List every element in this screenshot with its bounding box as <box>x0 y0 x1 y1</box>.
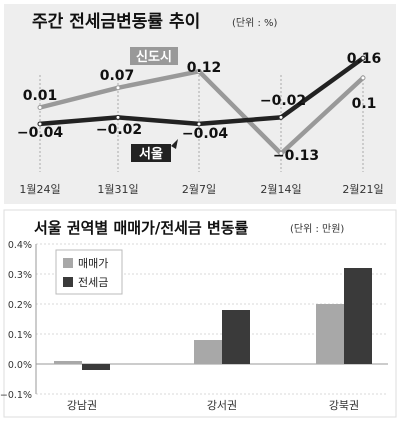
bar-chart-title: 서울 권역별 매매가/전세금 변동률 <box>34 219 249 237</box>
value-label: −0.04 <box>182 126 229 142</box>
legend-swatch <box>63 258 73 268</box>
series-point-0 <box>115 85 121 91</box>
series-tag-pointer <box>171 139 178 149</box>
series-point-1 <box>37 121 43 127</box>
legend-label: 전세금 <box>78 276 108 289</box>
x-tick-label: 강남권 <box>67 399 97 412</box>
series-tag-box <box>131 144 171 162</box>
value-label: −0.02 <box>260 93 306 109</box>
bar-0 <box>316 304 344 364</box>
line-chart-plot: 0.01 0.07 0.12 −0.13 0.1 −0.04 −0.02 −0.04 −0.02… <box>17 47 384 196</box>
series-point-0 <box>196 68 202 74</box>
value-label: 0.01 <box>23 88 58 104</box>
legend-label: 매매가 <box>78 257 108 270</box>
series-point-0 <box>278 151 284 157</box>
value-label: −0.02 <box>96 122 142 138</box>
bar-1 <box>222 310 250 364</box>
series-tag-box <box>130 47 178 65</box>
value-label: 0.07 <box>100 68 135 84</box>
bar-0 <box>54 361 82 364</box>
line-chart-title: 주간 전세금변동률 추이 <box>32 12 200 32</box>
value-label: 0.1 <box>352 96 377 112</box>
bar-1 <box>82 364 110 370</box>
bar-1 <box>344 268 372 364</box>
series-point-1 <box>278 114 284 120</box>
x-tick-label: 강북권 <box>329 399 359 412</box>
value-label: −0.13 <box>273 148 319 164</box>
series-tag-label: 신도시 <box>136 50 172 65</box>
x-tick-label: 2월21일 <box>342 182 383 196</box>
x-tick-label: 1월31일 <box>97 182 138 196</box>
series-point-0 <box>37 105 43 110</box>
y-tick-label: 0.2% <box>8 300 32 311</box>
value-label: 0.16 <box>347 51 382 67</box>
series-point-1 <box>115 114 121 120</box>
series-point-1 <box>196 121 202 127</box>
x-tick-label: 1월24일 <box>19 182 60 196</box>
series-point-0 <box>360 75 366 81</box>
x-tick-label: 2월14일 <box>260 182 301 196</box>
y-tick-label: 0.4% <box>8 240 32 251</box>
value-label: 0.12 <box>187 60 222 76</box>
y-tick-label: 0.1% <box>8 330 32 341</box>
top-panel-background <box>4 4 396 204</box>
value-label: −0.04 <box>17 125 64 141</box>
series-tag-label: 서울 <box>139 146 163 162</box>
y-tick-label: −0.1% <box>0 390 32 401</box>
bar-0 <box>194 340 222 364</box>
x-tick-label: 강서권 <box>207 399 237 412</box>
series-point-1 <box>360 55 366 61</box>
legend-swatch <box>63 277 73 287</box>
y-tick-label: 0.0% <box>8 360 32 371</box>
x-tick-label: 2월7일 <box>182 182 216 196</box>
line-chart-unit: (단위 : %) <box>232 16 278 29</box>
y-tick-label: 0.3% <box>8 270 32 281</box>
bar-chart-unit: (단위 : 만원) <box>290 222 344 235</box>
